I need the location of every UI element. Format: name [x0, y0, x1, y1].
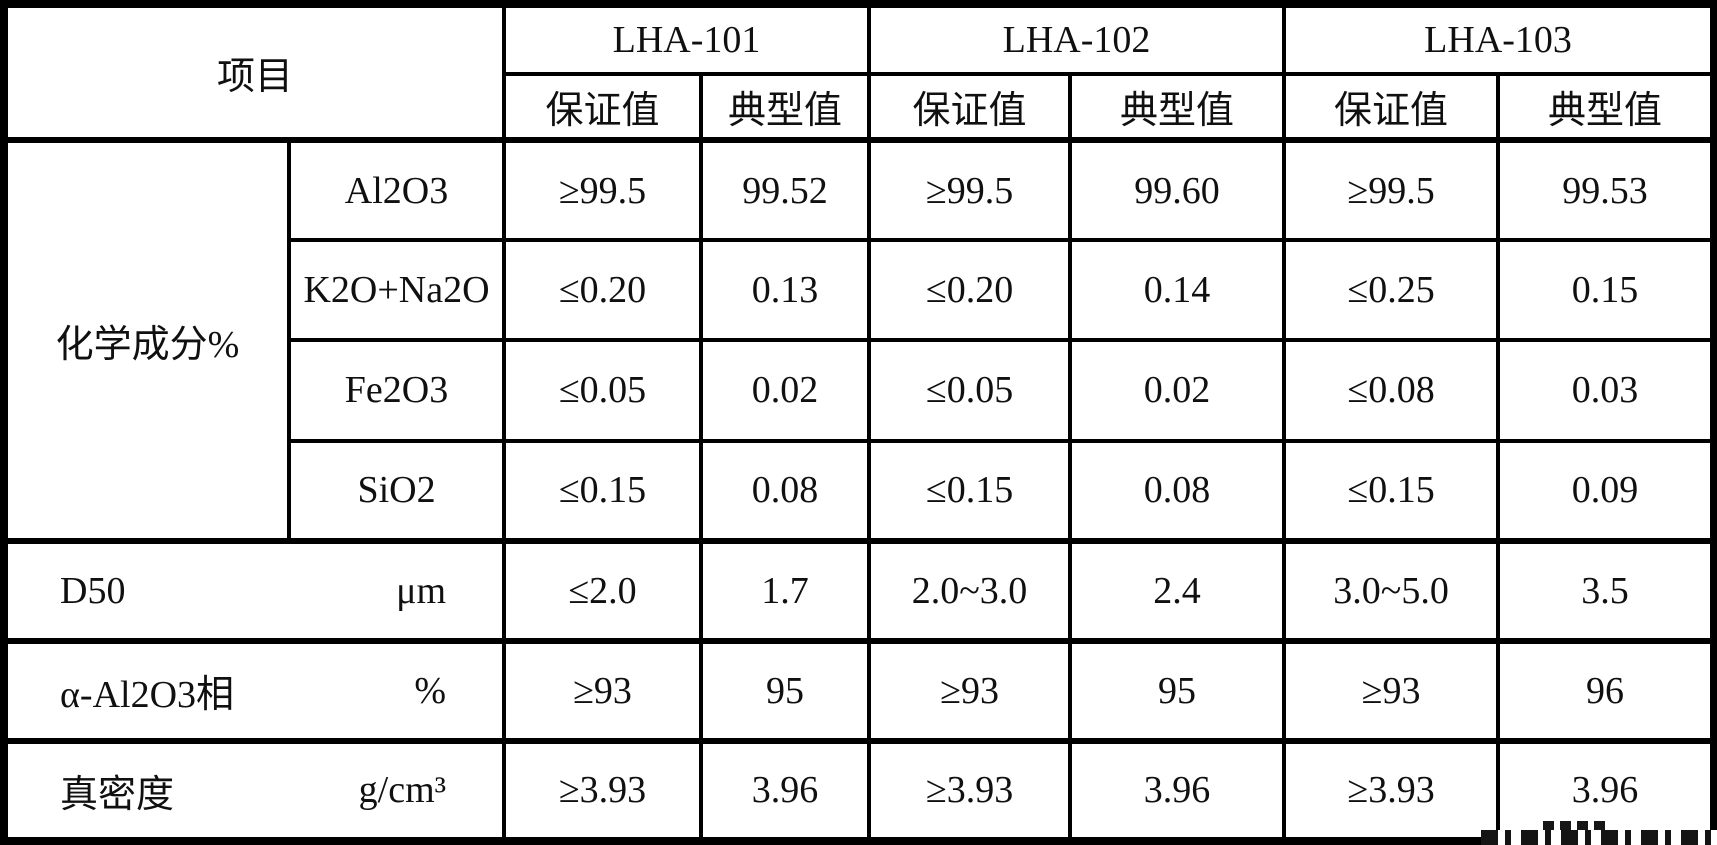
- table-header-row-products: 项目 LHA-101 LHA-102 LHA-103: [1, 1, 1717, 143]
- value-cell: 95: [1068, 637, 1287, 743]
- row-label-d50-cell: D50 μm: [1, 537, 507, 643]
- header-guaranteed-lha102: 保证值: [867, 72, 1073, 143]
- header-typical-lha103: 典型值: [1496, 72, 1717, 143]
- row-label-d50: D50: [60, 569, 126, 612]
- value-cell: 3.0~5.0: [1282, 537, 1501, 643]
- header-typical-lha101: 典型值: [699, 72, 872, 143]
- value-cell: 3.5: [1496, 537, 1717, 643]
- row-unit-alpha-phase: %: [414, 669, 447, 712]
- value-cell: ≥99.5: [867, 137, 1073, 243]
- row-unit-d50: μm: [396, 569, 447, 612]
- value-cell: 95: [699, 637, 872, 743]
- watermark-artifact-fragment: [1543, 821, 1607, 830]
- watermark-artifact: [1481, 830, 1717, 845]
- row-unit-true-density: g/cm³: [358, 769, 447, 812]
- value-cell: 3.96: [1068, 737, 1287, 844]
- value-cell: 0.09: [1496, 438, 1717, 543]
- header-product-lha102: LHA-102: [867, 1, 1287, 77]
- table-row-al2o3: 化学成分% Al2O3 ≥99.5 99.52 ≥99.5 99.60 ≥99.…: [2, 137, 1717, 543]
- header-product-lha101: LHA-101: [502, 1, 872, 77]
- value-cell: 99.52: [699, 137, 872, 243]
- value-cell: 0.08: [1068, 438, 1287, 543]
- value-cell: 0.14: [1068, 238, 1287, 343]
- value-cell: ≤0.25: [1282, 238, 1501, 343]
- value-cell: ≥3.93: [1282, 737, 1501, 844]
- value-cell: ≤2.0: [502, 537, 704, 643]
- value-cell: 1.7: [699, 537, 872, 643]
- value-cell: ≤0.05: [867, 338, 1073, 443]
- value-cell: 2.4: [1068, 537, 1287, 643]
- value-cell: 99.60: [1068, 137, 1287, 243]
- value-cell: 96: [1496, 637, 1717, 743]
- value-cell: ≤0.05: [502, 338, 704, 443]
- value-cell: 0.02: [699, 338, 872, 443]
- value-cell: 0.03: [1496, 338, 1717, 443]
- row-label-true-density-cell: 真密度 g/cm³: [1, 737, 507, 844]
- table-row-fe2o3: Fe2O3 ≤0.05 0.02 ≤0.05 0.02 ≤0.08 0.03: [4, 338, 1717, 443]
- chemical-group-label: 化学成分%: [2, 137, 291, 543]
- table-row-true-density: 真密度 g/cm³ ≥3.93 3.96 ≥3.93 3.96 ≥3.93 3.…: [1, 737, 1717, 844]
- value-cell: ≤0.15: [867, 438, 1073, 543]
- value-cell: ≥3.93: [867, 737, 1073, 844]
- value-cell: 0.08: [699, 438, 872, 543]
- header-typical-lha102: 典型值: [1068, 72, 1287, 143]
- header-guaranteed-lha101: 保证值: [502, 72, 704, 143]
- value-cell: ≤0.15: [502, 438, 704, 543]
- value-cell: ≥93: [502, 637, 704, 743]
- value-cell: 0.02: [1068, 338, 1287, 443]
- value-cell: 0.13: [699, 238, 872, 343]
- row-label-sio2: SiO2: [286, 438, 507, 543]
- row-label-k2o-na2o: K2O+Na2O: [286, 238, 507, 343]
- value-cell: ≤0.20: [502, 238, 704, 343]
- row-label-fe2o3: Fe2O3: [286, 338, 507, 443]
- value-cell: ≤0.15: [1282, 438, 1501, 543]
- table-row-alpha-al2o3-phase: α-Al2O3相 % ≥93 95 ≥93 95 ≥93 96: [1, 637, 1717, 743]
- value-cell: ≥93: [1282, 637, 1501, 743]
- value-cell: ≥93: [867, 637, 1073, 743]
- value-cell: 0.15: [1496, 238, 1717, 343]
- header-guaranteed-lha103: 保证值: [1282, 72, 1501, 143]
- table-row-k2o-na2o: K2O+Na2O ≤0.20 0.13 ≤0.20 0.14 ≤0.25 0.1…: [4, 238, 1717, 343]
- table-row-d50: D50 μm ≤2.0 1.7 2.0~3.0 2.4 3.0~5.0 3.5: [1, 537, 1717, 643]
- row-label-alpha-phase-cell: α-Al2O3相 %: [1, 637, 507, 743]
- value-cell: 99.53: [1496, 137, 1717, 243]
- header-product-lha103: LHA-103: [1282, 1, 1717, 77]
- table-row-sio2: SiO2 ≤0.15 0.08 ≤0.15 0.08 ≤0.15 0.09: [4, 438, 1717, 543]
- value-cell: 2.0~3.0: [867, 537, 1073, 643]
- header-item-cell: 项目: [1, 1, 507, 143]
- value-cell: ≥99.5: [502, 137, 704, 243]
- value-cell: 3.96: [699, 737, 872, 844]
- row-label-true-density: 真密度: [60, 773, 175, 816]
- value-cell: ≥3.93: [502, 737, 704, 844]
- table-header-row-subcolumns: 保证值 典型值 保证值 典型值 保证值 典型值: [4, 72, 1717, 143]
- row-label-alpha-phase: α-Al2O3相: [60, 674, 235, 717]
- row-label-al2o3: Al2O3: [286, 137, 507, 243]
- value-cell: ≥99.5: [1282, 137, 1501, 243]
- value-cell: ≤0.20: [867, 238, 1073, 343]
- value-cell: ≤0.08: [1282, 338, 1501, 443]
